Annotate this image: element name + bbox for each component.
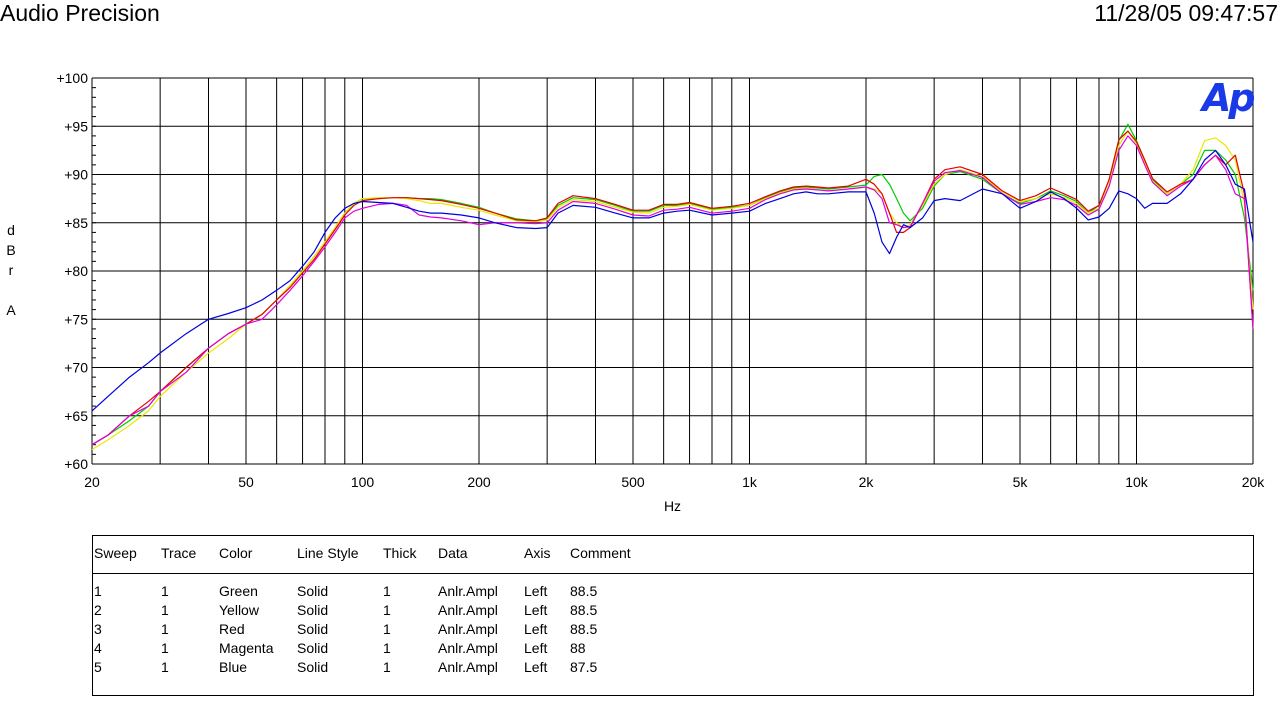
legend-cell: Magenta [219, 640, 274, 656]
y-tick-label: +95 [64, 118, 88, 134]
legend-header-divider [93, 573, 1253, 574]
legend-column-header: Trace [161, 545, 197, 561]
legend-cell: Blue [219, 659, 248, 675]
legend-cell: Red [219, 621, 245, 637]
timestamp: 11/28/05 09:47:57 [1094, 0, 1278, 26]
legend-row: 1 1 Green Solid 1 Anlr.Ampl Left 88.5 [93, 583, 1253, 601]
legend-cell: Anlr.Ampl [438, 602, 498, 618]
legend-cell: 1 [161, 640, 169, 656]
legend-cell: Left [524, 602, 548, 618]
legend-row: 2 1 Yellow Solid 1 Anlr.Ampl Left 88.5 [93, 602, 1253, 620]
x-tick-label: 20 [84, 474, 100, 490]
legend-cell: Anlr.Ampl [438, 640, 498, 656]
legend-row: 5 1 Blue Solid 1 Anlr.Ampl Left 87.5 [93, 659, 1253, 677]
legend-cell: 1 [383, 602, 391, 618]
legend-cell: 1 [161, 659, 169, 675]
legend-column-header: Thick [383, 545, 417, 561]
legend-column-header: Sweep [94, 545, 137, 561]
legend-cell: 1 [383, 640, 391, 656]
legend-cell: Left [524, 583, 548, 599]
legend-cell: Green [219, 583, 258, 599]
y-tick-label: +80 [64, 263, 88, 279]
series-line-3 [91, 130, 1254, 446]
legend-cell: 2 [94, 602, 102, 618]
y-tick-label: +90 [64, 167, 88, 183]
legend-header-row: Sweep Trace Color Line Style Thick Data Axis Co… [93, 545, 1253, 563]
legend-cell: Anlr.Ampl [438, 621, 498, 637]
legend-column-header: Axis [524, 545, 551, 561]
legend-column-header: Line Style [297, 545, 359, 561]
x-tick-label: 1k [742, 474, 758, 490]
x-tick-label: 5k [1013, 474, 1029, 490]
legend-cell: Solid [297, 640, 329, 656]
legend-cell: 88.5 [570, 602, 598, 618]
series-line-2 [91, 130, 1254, 451]
x-tick-label: 50 [238, 474, 254, 490]
y-tick-label: +75 [64, 311, 88, 327]
y-tick-label: +65 [64, 408, 88, 424]
legend-cell: Yellow [219, 602, 259, 618]
legend-cell: 88 [570, 640, 586, 656]
frequency-response-chart: +60 +65 +70 +75 +80 +85 +90 +95 +100 20 50 100 200 50… [56, 70, 1266, 514]
y-tick-label: +85 [64, 215, 88, 231]
legend-column-header: Color [219, 545, 253, 561]
legend-cell: 1 [161, 602, 169, 618]
legend-column-header: Comment [570, 545, 631, 561]
x-tick-label: 20k [1242, 474, 1266, 490]
legend-cell: 4 [94, 640, 102, 656]
legend-cell: 88.5 [570, 621, 598, 637]
legend-column-header: Data [438, 545, 468, 561]
legend-cell: 3 [94, 621, 102, 637]
legend-cell: 87.5 [570, 659, 598, 675]
x-tick-label: 500 [621, 474, 645, 490]
series-line-4 [91, 135, 1254, 446]
legend-cell: Anlr.Ampl [438, 583, 498, 599]
y-tick-label: +70 [64, 360, 88, 376]
ap-logo: Ap [1202, 76, 1256, 120]
app-title: Audio Precision [0, 0, 160, 26]
y-tick-label: +100 [56, 70, 88, 86]
legend-row: 3 1 Red Solid 1 Anlr.Ampl Left 88.5 [93, 621, 1253, 639]
legend-cell: 1 [94, 583, 102, 599]
legend-cell: Solid [297, 659, 329, 675]
legend-cell: 5 [94, 659, 102, 675]
legend-cell: Solid [297, 621, 329, 637]
x-axis-label: Hz [664, 498, 681, 514]
series-line-5 [91, 149, 1254, 412]
x-tick-label: 10k [1125, 474, 1149, 490]
legend-row: 4 1 Magenta Solid 1 Anlr.Ampl Left 88 [93, 640, 1253, 658]
series-line-1 [91, 123, 1254, 446]
legend-cell: 1 [383, 659, 391, 675]
legend-cell: Left [524, 659, 548, 675]
legend-cell: 1 [161, 621, 169, 637]
legend-cell: 1 [161, 583, 169, 599]
legend-cell: Solid [297, 583, 329, 599]
legend-cell: Left [524, 621, 548, 637]
x-tick-label: 200 [467, 474, 491, 490]
legend-cell: Solid [297, 602, 329, 618]
y-tick-label: +60 [64, 456, 88, 472]
legend-cell: 1 [383, 583, 391, 599]
legend-cell: Anlr.Ampl [438, 659, 498, 675]
x-tick-label: 100 [351, 474, 375, 490]
legend-table: Sweep Trace Color Line Style Thick Data Axis Co… [92, 535, 1254, 696]
legend-cell: 88.5 [570, 583, 598, 599]
legend-cell: Left [524, 640, 548, 656]
x-tick-label: 2k [859, 474, 875, 490]
legend-cell: 1 [383, 621, 391, 637]
